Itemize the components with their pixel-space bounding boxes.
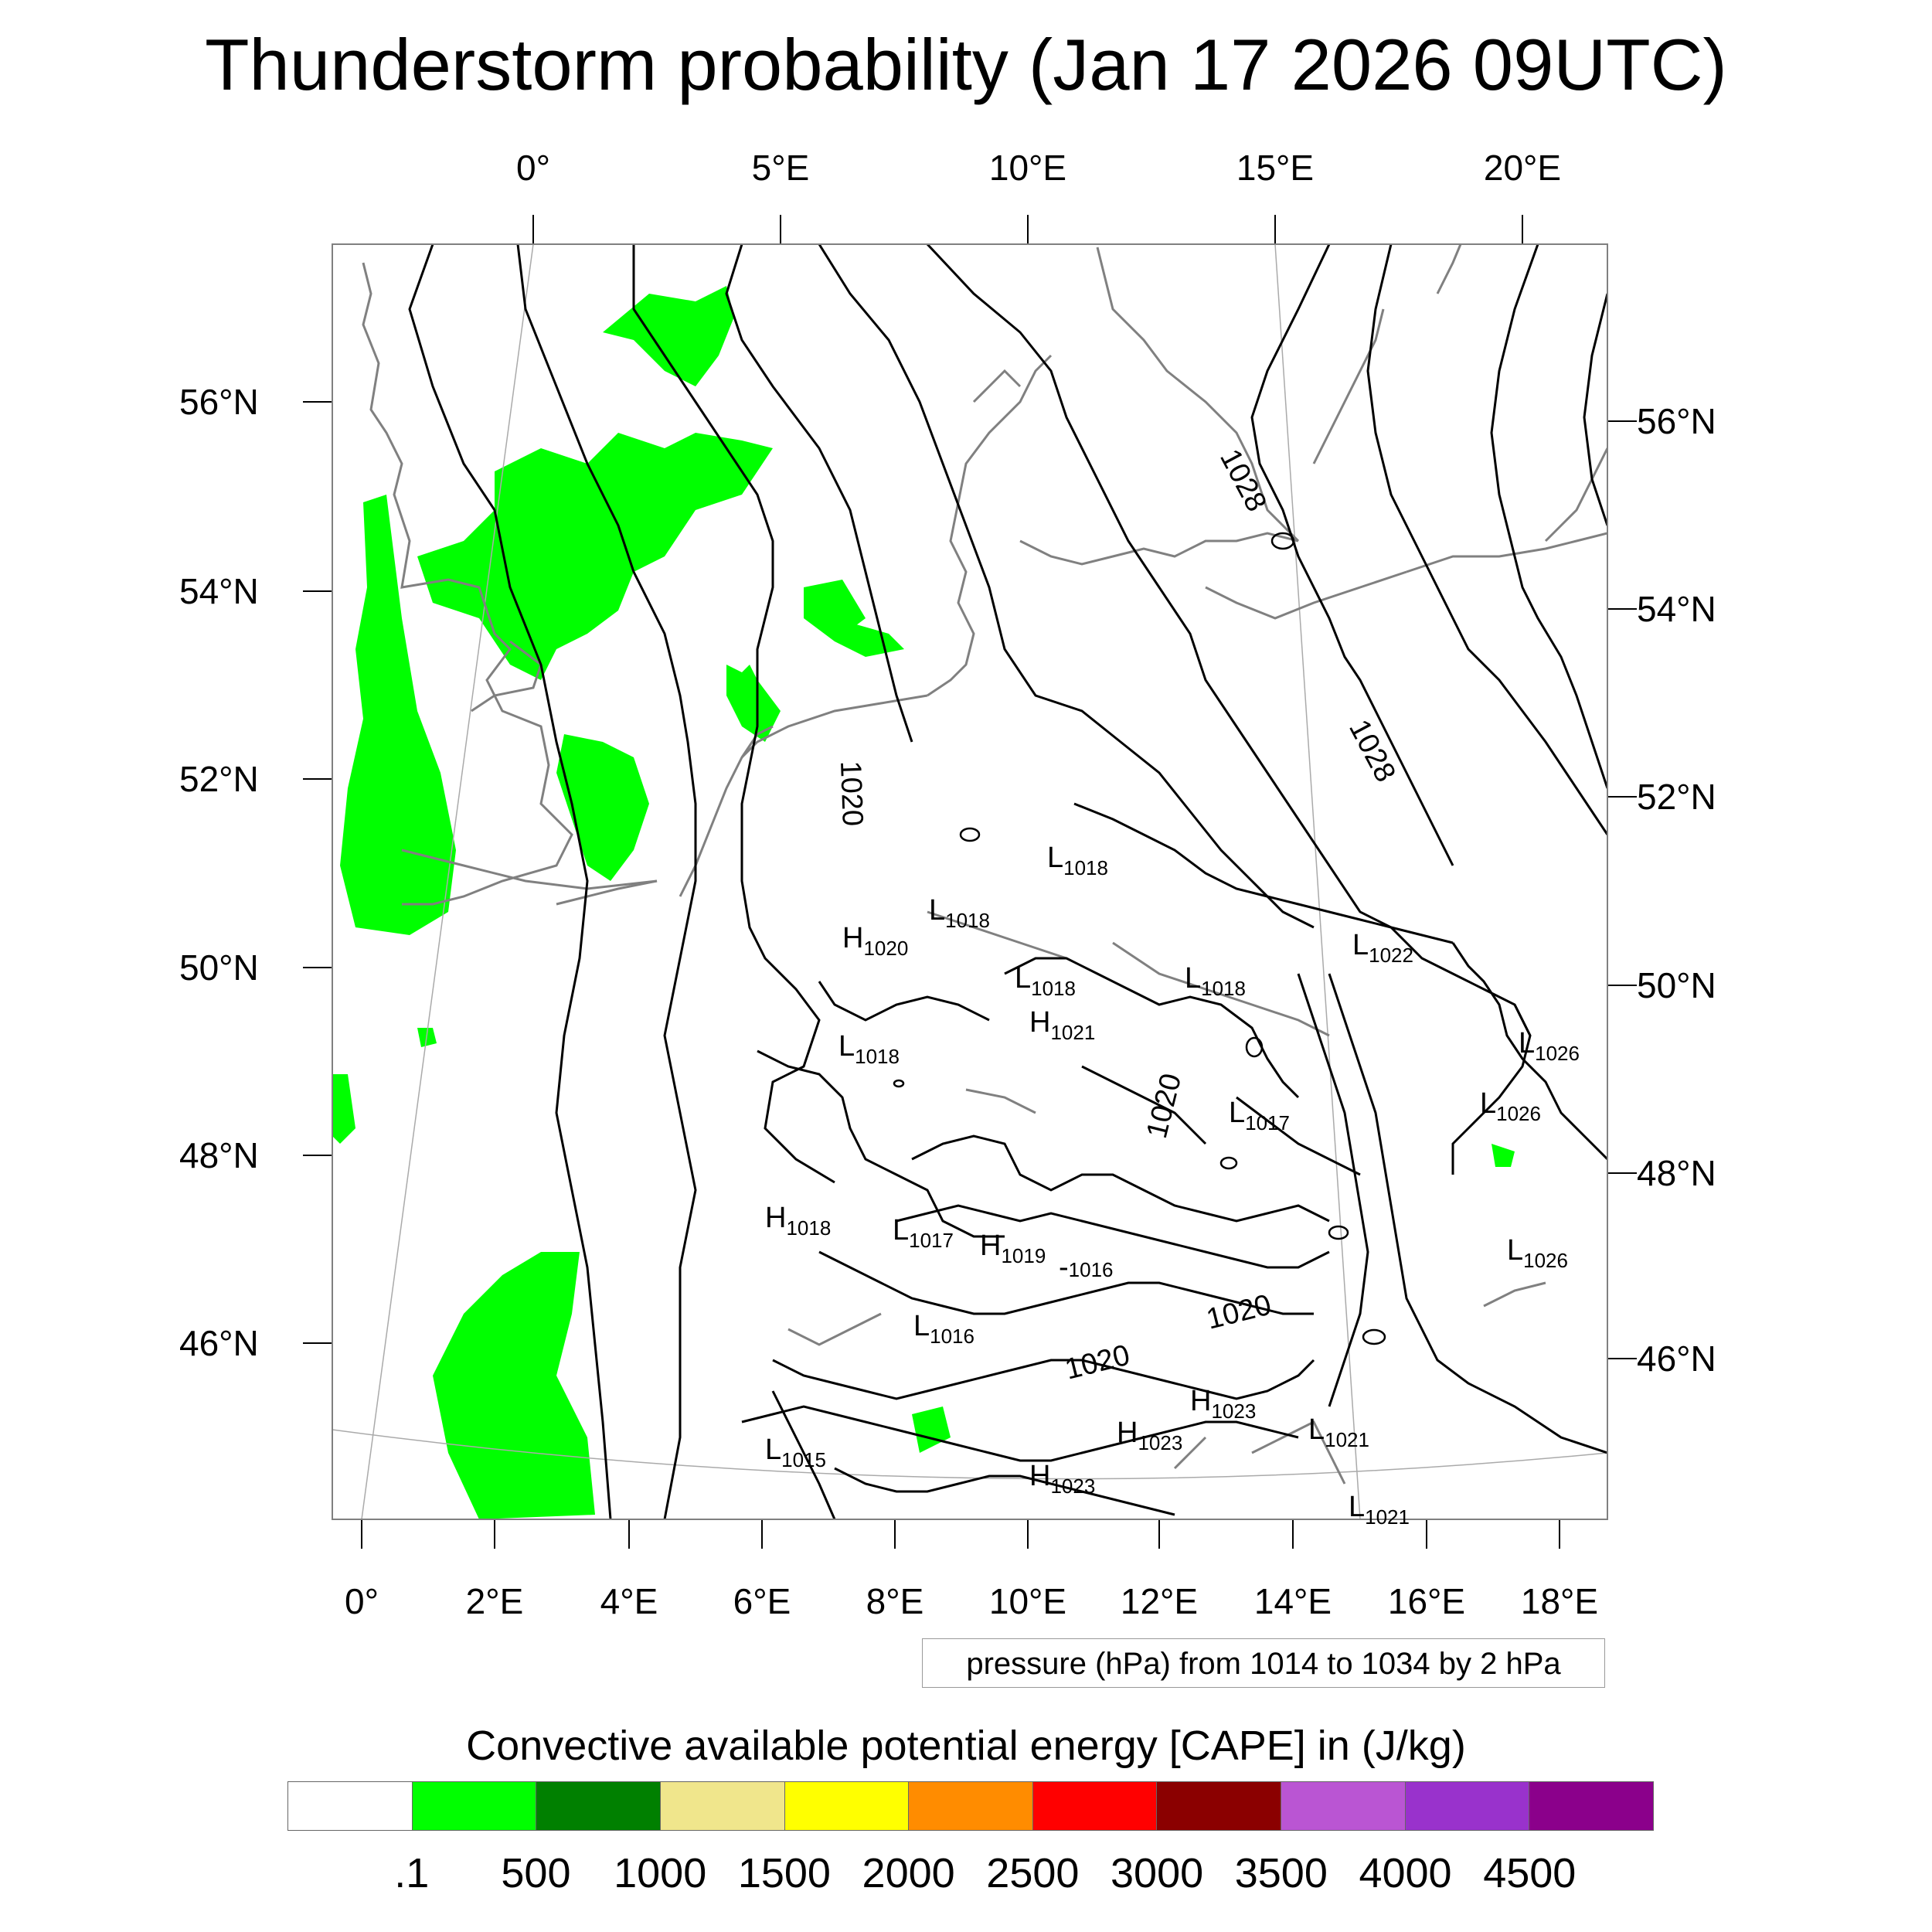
right-axis-label: 50°N (1637, 965, 1716, 1005)
right-axis-label: 48°N (1637, 1153, 1716, 1193)
coastlines (362, 244, 1607, 1485)
pressure-centers: L1018 L1018 H1020 L1018 L1018 H1021 L102… (765, 842, 1580, 1529)
right-axis-label: 52°N (1637, 777, 1716, 817)
pressure-center-label: H1023 (1029, 1460, 1095, 1498)
top-axis-label: 20°E (1483, 148, 1562, 188)
pressure-center-label: L1026 (1480, 1087, 1541, 1125)
top-axis-label: 5°E (751, 148, 810, 188)
top-axis-label: 15°E (1236, 148, 1315, 188)
pressure-center-label: L1016 (913, 1310, 975, 1348)
colorbar-label: 4500 (1483, 1850, 1577, 1896)
bottom-axis-label: 14°E (1253, 1581, 1332, 1621)
plot-frame (332, 243, 1608, 1520)
pressure-center-label: L1026 (1519, 1027, 1580, 1065)
colorbar-swatch (909, 1782, 1033, 1830)
pressure-center-label: L1018 (929, 894, 990, 932)
colorbar-swatch (1529, 1782, 1654, 1830)
left-axis-label: 52°N (179, 759, 259, 799)
colorbar-label: 2000 (862, 1850, 955, 1896)
pressure-center-label: L1018 (1015, 962, 1076, 1000)
pressure-center-label: H1023 (1190, 1385, 1256, 1423)
pressure-center-label: H1023 (1117, 1417, 1182, 1454)
colorbar-title: Convective available potential energy [C… (466, 1723, 1466, 1769)
colorbar-swatch (288, 1782, 413, 1830)
pressure-info-box: pressure (hPa) from 1014 to 1034 by 2 hP… (922, 1638, 1605, 1688)
pressure-center-label: L1017 (1229, 1097, 1290, 1134)
colorbar-label: 3500 (1234, 1850, 1328, 1896)
right-axis-label: 54°N (1637, 589, 1716, 629)
colorbar-swatch (1405, 1782, 1530, 1830)
colorbar-label: 1500 (737, 1850, 831, 1896)
top-axis-label: 10°E (988, 148, 1067, 188)
pressure-center-label: L1015 (765, 1434, 826, 1471)
pressure-center-label: L1026 (1507, 1234, 1568, 1272)
pressure-center-label: L1021 (1349, 1491, 1410, 1529)
top-axis-label: 0° (516, 148, 550, 188)
bottom-axis-label: 6°E (733, 1581, 791, 1621)
bottom-axis-label: 2°E (465, 1581, 524, 1621)
bottom-axis-label: 18°E (1520, 1581, 1599, 1621)
pressure-center-label: L1017 (893, 1214, 954, 1252)
colorbar-label: 3000 (1111, 1850, 1204, 1896)
colorbar (287, 1781, 1654, 1831)
contour-label: 1020 (834, 760, 869, 827)
left-axis-label: 56°N (179, 382, 259, 422)
left-axis-label: 50°N (179, 947, 259, 988)
pressure-center-label: L1021 (1308, 1413, 1369, 1451)
colorbar-swatch (412, 1782, 537, 1830)
colorbar-label: .1 (394, 1850, 430, 1896)
pressure-center-label: L1018 (1047, 842, 1108, 879)
pressure-center-label: L1018 (1185, 962, 1246, 1000)
left-axis-label: 54°N (179, 571, 259, 611)
colorbar-swatch (1157, 1782, 1282, 1830)
left-axis-label: 48°N (179, 1135, 259, 1175)
pressure-center-label: H1021 (1029, 1006, 1095, 1044)
colorbar-swatch (660, 1782, 785, 1830)
colorbar-label: 4000 (1359, 1850, 1452, 1896)
right-axis-label: 46°N (1637, 1338, 1716, 1379)
bottom-axis-label: 16°E (1387, 1581, 1466, 1621)
bottom-axis-label: 8°E (866, 1581, 924, 1621)
pressure-center-label: H1020 (842, 922, 908, 960)
bottom-axis-label: 12°E (1120, 1581, 1199, 1621)
bottom-axis-label: 0° (345, 1581, 379, 1621)
colorbar-swatch (1281, 1782, 1406, 1830)
pressure-center-label: H1019 (980, 1230, 1046, 1267)
colorbar-label: 500 (501, 1850, 571, 1896)
right-axis-label: 56°N (1637, 401, 1716, 441)
left-axis-label: 46°N (179, 1323, 259, 1363)
colorbar-label: 2500 (986, 1850, 1080, 1896)
pressure-center-label: L1022 (1352, 929, 1413, 967)
colorbar-swatch (784, 1782, 910, 1830)
isobars (408, 244, 1607, 1519)
bottom-axis-label: 4°E (600, 1581, 658, 1621)
pressure-center-label: L1018 (838, 1030, 900, 1068)
map-title: Thunderstorm probability (Jan 17 2026 09… (205, 24, 1727, 105)
pressure-center-label: H1018 (765, 1202, 831, 1240)
colorbar-label: 1000 (614, 1850, 707, 1896)
minor-pressure-label: -1016 (1059, 1251, 1114, 1284)
bottom-axis-label: 10°E (988, 1581, 1067, 1621)
colorbar-swatch (1032, 1782, 1158, 1830)
colorbar-swatch (536, 1782, 661, 1830)
